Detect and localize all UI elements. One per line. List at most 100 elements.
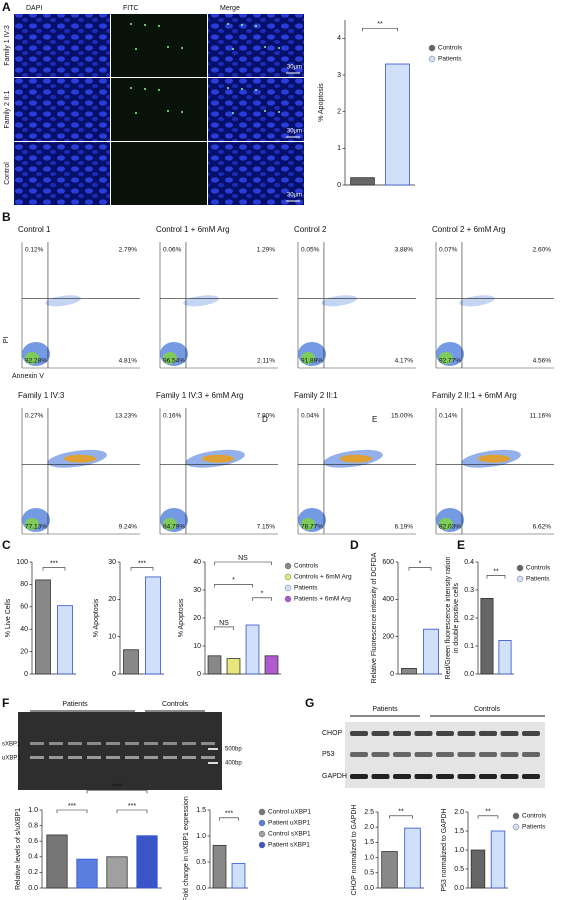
cell-cloud <box>183 295 219 307</box>
overlay-label: E <box>372 415 377 424</box>
y-tick-label: 1.5 <box>196 807 206 814</box>
bar <box>231 863 246 889</box>
gel-band <box>106 756 120 759</box>
y-tick-label: 0.0 <box>364 885 374 892</box>
blot-band <box>479 731 497 736</box>
fitc-spot <box>227 23 229 25</box>
band-label: uXBP1 <box>2 756 21 762</box>
row-label: Family 1 IV:3 <box>4 25 11 66</box>
blot-band <box>522 774 540 779</box>
plot-title: Control 1 <box>18 225 51 234</box>
y-tick-label: 0.8 <box>28 822 38 829</box>
sig-bracket <box>477 815 499 819</box>
sig-bracket <box>214 584 253 588</box>
plot-title: Family 1 IV:3 + 6mM Arg <box>156 391 244 400</box>
y-tick-label: 100 <box>16 559 28 566</box>
y-tick-label: 1.0 <box>454 847 464 854</box>
bar <box>490 830 506 889</box>
legend-swatch <box>284 584 292 592</box>
y-axis-label: CHOP normalized to GAPDH <box>351 805 358 896</box>
y-tick-label: 10 <box>108 634 116 641</box>
cell-cloud <box>321 295 357 307</box>
fitc-spot <box>144 24 146 26</box>
sig-bracket <box>486 575 506 579</box>
quadrant-percent: 96.54% <box>163 358 185 365</box>
plot-title: Family 2 II:1 + 6mM Arg <box>432 391 517 400</box>
panel-letter: G <box>305 696 314 710</box>
y-tick-label: 4 <box>337 35 341 42</box>
gel-band <box>87 742 101 745</box>
fitc-spot <box>255 25 257 27</box>
y-axis-label: P53 normalized to GAPDH <box>441 808 448 891</box>
fitc-spot <box>232 112 234 114</box>
column-header: Merge <box>220 5 240 12</box>
bar <box>245 624 260 675</box>
y-tick-label: 40 <box>20 626 28 633</box>
bar <box>226 658 241 675</box>
legend-label: Controls + 6mM Arg <box>294 574 352 581</box>
blot-band <box>479 774 497 779</box>
legend-label: Patient sXBP1 <box>268 842 310 849</box>
sig-bracket <box>86 790 148 794</box>
fitc-spot <box>135 112 137 114</box>
y-axis-label: Relative Fluorescence intensity of DCFDA <box>371 552 378 683</box>
bar <box>145 576 161 675</box>
y-tick-label: 0.0 <box>28 885 38 892</box>
y-tick-label: 0.5 <box>454 866 464 873</box>
cell-core <box>477 454 510 463</box>
gel-band <box>163 742 177 745</box>
bar <box>57 605 73 675</box>
y-axis-label: % Apoptosis <box>178 598 185 637</box>
blot-band <box>350 752 368 757</box>
scale-label: 30μm <box>287 129 302 135</box>
axis-label: Annexin V <box>12 373 44 380</box>
sig-label: *** <box>128 803 136 810</box>
bar <box>470 849 486 889</box>
quadrant-percent: 0.04% <box>301 413 320 420</box>
quadrant-percent: 78.77% <box>301 524 323 531</box>
quadrant-percent: 0.14% <box>439 413 458 420</box>
y-axis-label: Red/Green fluorescence intensity ration <box>445 556 452 679</box>
quadrant-percent: 11.16% <box>529 413 551 420</box>
bar <box>401 668 417 675</box>
sig-label: * <box>419 560 422 567</box>
sig-bracket <box>130 567 154 571</box>
gel-band <box>144 742 158 745</box>
micrograph <box>14 78 110 141</box>
sig-label: *** <box>68 803 76 810</box>
gel-band <box>68 756 82 759</box>
sig-bracket <box>362 27 398 32</box>
fitc-spot <box>181 111 183 113</box>
quadrant-percent: 82.03% <box>439 524 461 531</box>
gel-band <box>30 756 44 759</box>
fitc-spot <box>158 25 160 27</box>
y-tick-label: 0 <box>337 182 341 189</box>
y-tick-label: 40 <box>193 559 201 566</box>
protein-label: P53 <box>322 751 335 758</box>
quadrant-percent: 0.05% <box>301 247 320 254</box>
blot-band <box>393 752 411 757</box>
fitc-spot <box>264 110 266 112</box>
plot-title: Control 2 <box>294 225 327 234</box>
y-tick-label: 0.0 <box>464 671 474 678</box>
cell-core <box>163 352 177 364</box>
y-tick-label: 60 <box>20 604 28 611</box>
blot-band <box>500 731 519 736</box>
cell-core <box>339 454 372 463</box>
y-tick-label: 1.5 <box>364 839 374 846</box>
fitc-spot <box>278 111 280 113</box>
legend-label: Patients <box>294 585 318 592</box>
gel-band <box>87 756 101 759</box>
quadrant-percent: 92.77% <box>439 358 461 365</box>
quadrant-percent: 92.28% <box>25 358 47 365</box>
y-tick-label: 2.0 <box>454 809 464 816</box>
sig-label: NS <box>219 620 229 627</box>
y-tick-label: 0.5 <box>364 870 374 877</box>
quadrant-percent: 3.88% <box>395 247 414 254</box>
protein-label: GAPDH <box>322 773 347 780</box>
y-axis-label: Fold change in uXBP1 expression <box>183 796 190 900</box>
blot-band <box>457 731 476 736</box>
sig-label: * <box>261 591 264 598</box>
legend-swatch <box>428 55 436 63</box>
legend-label: Patients <box>438 56 462 63</box>
